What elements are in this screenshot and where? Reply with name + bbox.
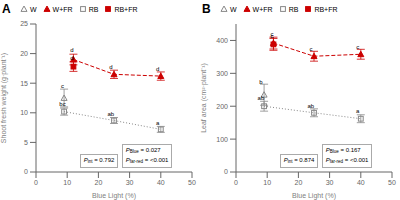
svg-text:100: 100 xyxy=(216,136,228,143)
svg-text:20: 20 xyxy=(295,179,303,186)
svg-text:Blue Light (%): Blue Light (%) xyxy=(292,192,336,200)
svg-text:10: 10 xyxy=(263,179,271,186)
svg-text:c: c xyxy=(356,44,359,50)
svg-text:40: 40 xyxy=(357,179,365,186)
svg-text:10: 10 xyxy=(63,179,71,186)
svg-text:d: d xyxy=(156,66,159,72)
html-text:W: W xyxy=(30,5,37,13)
svg-text:400: 400 xyxy=(216,37,228,44)
svg-text:20: 20 xyxy=(20,50,28,57)
svg-text:5: 5 xyxy=(24,139,28,146)
svg-text:50: 50 xyxy=(188,179,196,186)
html-text:RB+FR: RB+FR xyxy=(314,5,338,13)
html-text:RB: RB xyxy=(88,5,99,13)
svg-text:Blue Light (%): Blue Light (%) xyxy=(92,192,136,200)
html-text:Pint = 0.792: Pint = 0.792 xyxy=(83,157,115,164)
svg-text:50: 50 xyxy=(388,179,392,186)
svg-text:bc: bc xyxy=(59,101,65,107)
svg-text:ab: ab xyxy=(308,103,315,109)
svg-text:0: 0 xyxy=(34,179,38,186)
svg-text:c: c xyxy=(309,46,312,52)
svg-text:40: 40 xyxy=(157,179,165,186)
svg-text:c: c xyxy=(61,83,64,89)
html-text:Pfar-red= <0.001: Pfar-red= <0.001 xyxy=(125,157,169,164)
svg-text:0: 0 xyxy=(234,179,238,186)
html-text:W: W xyxy=(230,5,237,13)
svg-text:a: a xyxy=(356,108,360,114)
svg-text:300: 300 xyxy=(216,70,228,77)
svg-text:a: a xyxy=(156,120,160,126)
html-text:PBlue = 0.027: PBlue = 0.027 xyxy=(125,147,161,154)
svg-text:25: 25 xyxy=(20,20,28,27)
svg-text:30: 30 xyxy=(126,179,134,186)
html-text:RB+FR: RB+FR xyxy=(114,5,138,13)
svg-text:ab: ab xyxy=(258,95,265,101)
html-text:Pint = 0.874: Pint = 0.874 xyxy=(283,157,315,164)
svg-text:d: d xyxy=(109,64,112,70)
html-text:W+FR: W+FR xyxy=(252,5,273,13)
svg-text:Leaf area (cm²·plant⁻¹): Leaf area (cm²·plant⁻¹) xyxy=(200,63,208,133)
html-text:Pfar-red= <0.001: Pfar-red= <0.001 xyxy=(325,157,369,164)
svg-text:200: 200 xyxy=(216,103,228,110)
svg-text:ab: ab xyxy=(108,111,115,117)
svg-text:30: 30 xyxy=(326,179,334,186)
html-text:PBlue = 0.167: PBlue = 0.167 xyxy=(325,147,361,154)
svg-text:20: 20 xyxy=(95,179,103,186)
svg-text:b: b xyxy=(259,79,263,85)
svg-text:Shoot fresh weight (g·plant⁻¹): Shoot fresh weight (g·plant⁻¹) xyxy=(8,53,9,143)
svg-text:d: d xyxy=(70,55,73,61)
svg-text:10: 10 xyxy=(20,109,28,116)
svg-text:0: 0 xyxy=(224,168,228,175)
html-text:A: A xyxy=(2,2,11,16)
svg-text:15: 15 xyxy=(20,80,28,87)
svg-text:0: 0 xyxy=(24,168,28,175)
html-text:W+FR: W+FR xyxy=(52,5,73,13)
html-text:B: B xyxy=(202,2,211,16)
svg-text:d: d xyxy=(70,47,73,53)
svg-text:c: c xyxy=(270,33,273,39)
html-text:RB: RB xyxy=(288,5,299,13)
